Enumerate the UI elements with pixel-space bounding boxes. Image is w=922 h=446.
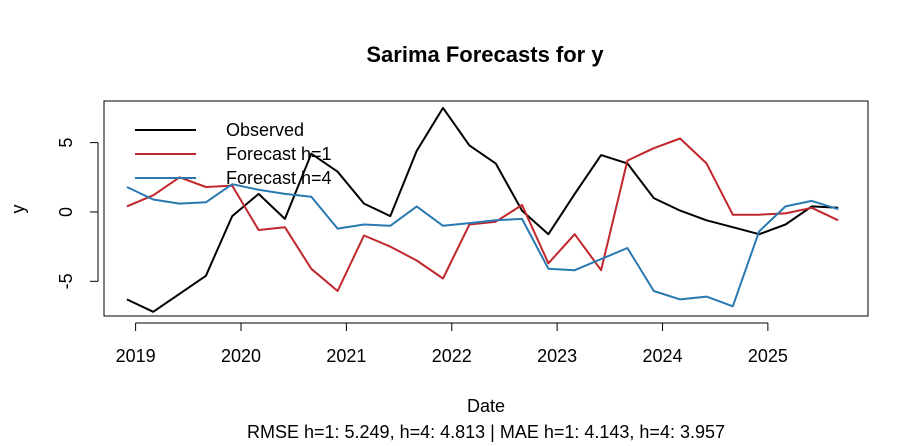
series-line-1 (126, 106, 839, 313)
x-axis: 2019 2020 2021 2022 2023 2024 2025 (116, 322, 788, 366)
x-tick-label: 2023 (537, 346, 577, 366)
legend-label-1: Observed (226, 120, 304, 140)
y-axis-label: y (8, 205, 28, 214)
series-layer (126, 106, 839, 313)
metrics-subtitle: RMSE h=1: 5.249, h=4: 4.813 | MAE h=1: 4… (247, 422, 725, 442)
x-tick-label: 2025 (748, 346, 788, 366)
y-tick-label: 5 (56, 138, 76, 148)
series-line-2 (126, 137, 839, 292)
legend-label-3: Forecast h=4 (226, 168, 332, 188)
plot-frame (103, 100, 869, 317)
y-tick-label: 0 (56, 207, 76, 217)
x-tick-label: 2021 (326, 346, 366, 366)
x-tick-label: 2020 (221, 346, 261, 366)
x-tick-label: 2019 (116, 346, 156, 366)
x-axis-label: Date (467, 396, 505, 416)
y-tick-label: -5 (56, 273, 76, 289)
x-tick-label: 2022 (432, 346, 472, 366)
chart-title: Sarima Forecasts for y (366, 42, 604, 67)
y-axis: -5 0 5 (56, 138, 99, 289)
series-line-3 (126, 183, 839, 308)
legend: Observed Forecast h=1 Forecast h=4 (135, 120, 332, 188)
x-tick-label: 2024 (642, 346, 682, 366)
legend-label-2: Forecast h=1 (226, 144, 332, 164)
